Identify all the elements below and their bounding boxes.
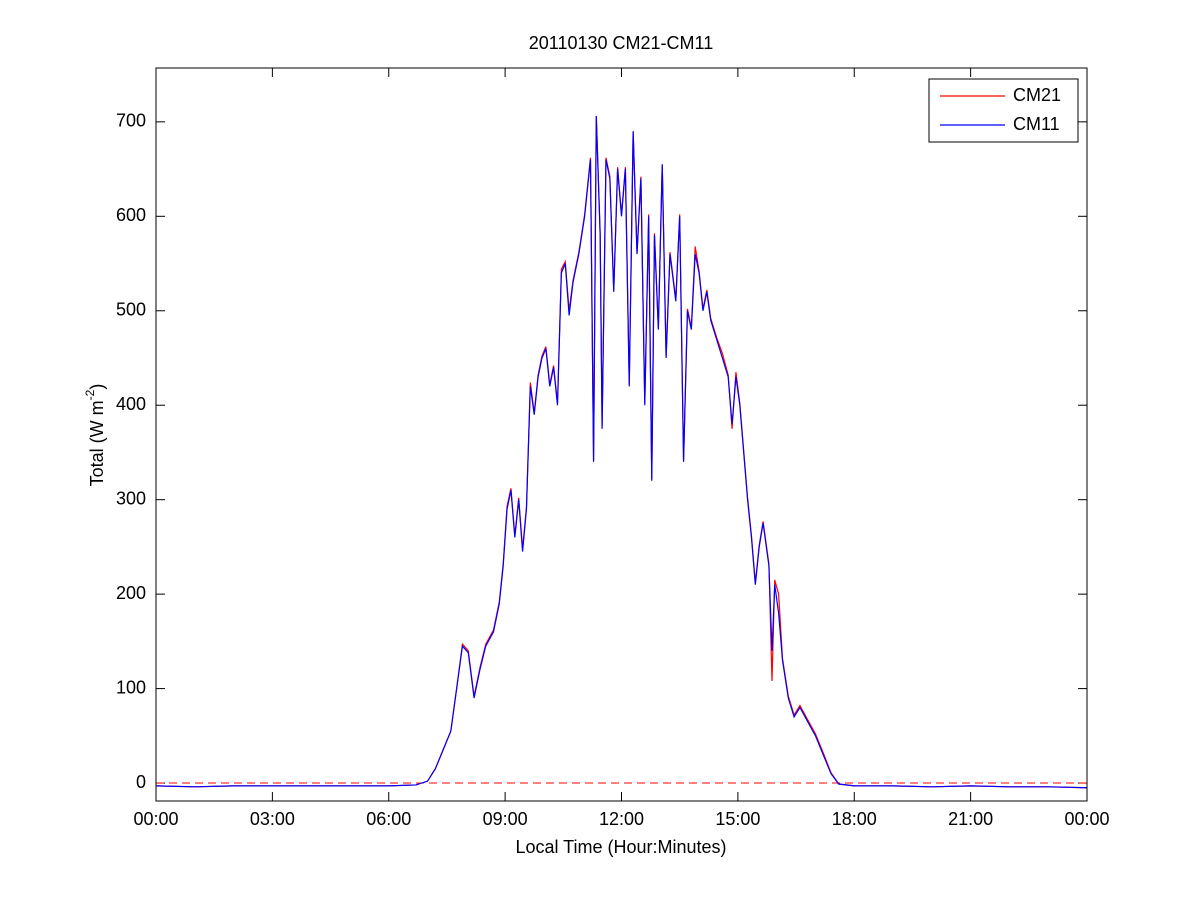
y-tick-label: 300 — [116, 488, 146, 508]
x-tick-label: 18:00 — [832, 809, 877, 829]
x-tick-label: 03:00 — [250, 809, 295, 829]
series-line — [155, 116, 1088, 789]
y-tick-label: 600 — [116, 205, 146, 225]
chart-title: 20110130 CM21-CM11 — [529, 33, 713, 53]
y-tick-label: 200 — [116, 583, 146, 603]
y-axis-label: Total (W m-2) — [83, 384, 107, 487]
legend-label: CM11 — [1013, 114, 1060, 134]
y-tick-label: 0 — [136, 772, 146, 792]
x-tick-label: 21:00 — [948, 809, 993, 829]
x-tick-label: 00:00 — [1064, 809, 1109, 829]
axes-box — [155, 67, 1088, 802]
x-tick-label: 12:00 — [599, 809, 644, 829]
y-axis-label-part: Total (W m — [87, 400, 107, 486]
x-tick-label: 00:00 — [133, 809, 178, 829]
x-tick-label: 15:00 — [715, 809, 760, 829]
y-tick-label: 700 — [116, 111, 146, 131]
y-tick-label: 400 — [116, 394, 146, 414]
y-tick-label: 100 — [116, 677, 146, 697]
legend-label: CM21 — [1013, 85, 1061, 105]
y-axis-label-part: -2 — [83, 389, 97, 400]
y-tick-label: 500 — [116, 300, 146, 320]
x-axis-label: Local Time (Hour:Minutes) — [515, 837, 726, 857]
legend-box — [928, 78, 1079, 143]
x-tick-label: 09:00 — [483, 809, 528, 829]
x-tick-label: 06:00 — [366, 809, 411, 829]
y-axis-label-part: ) — [87, 384, 107, 390]
